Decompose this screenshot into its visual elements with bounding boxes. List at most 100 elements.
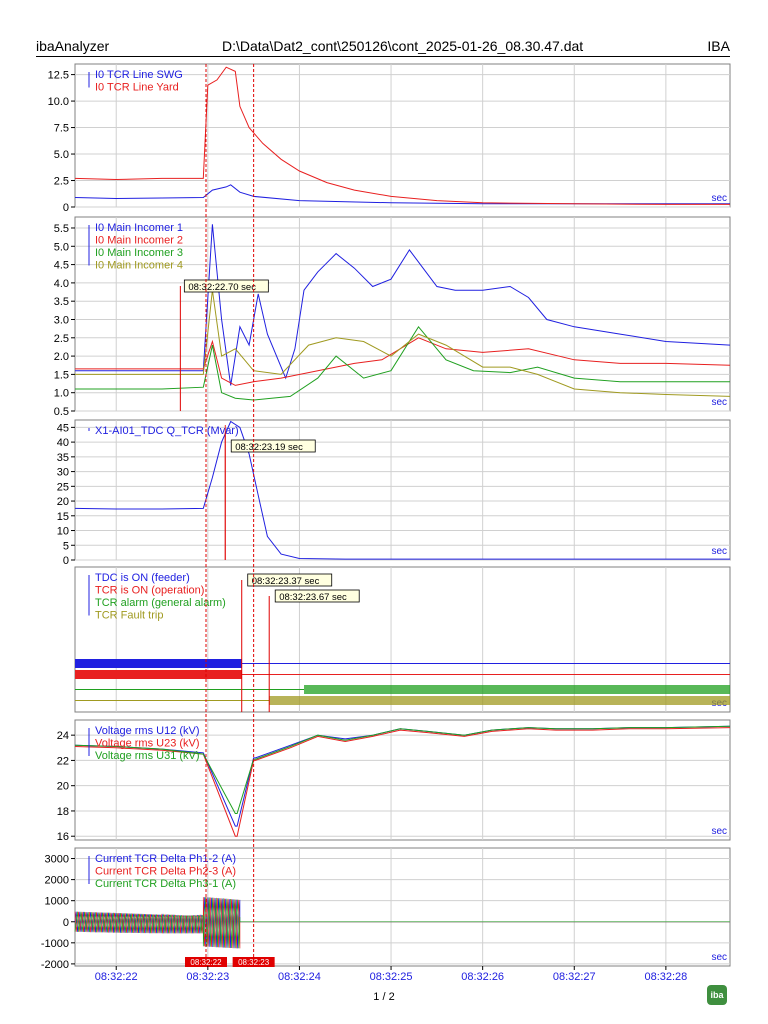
ytick-label: 4.5 <box>54 260 69 272</box>
ytick-label: 15 <box>57 511 69 523</box>
legend-entry: I0 TCR Line Yard <box>95 82 179 94</box>
ytick-label: -2000 <box>41 959 69 971</box>
legend-entry: I0 Main Incomer 3 <box>95 247 183 259</box>
ytick-label: 1000 <box>45 896 69 908</box>
annotation-box <box>247 573 333 587</box>
annotation-box <box>183 279 269 293</box>
legend-entry: I0 Main Incomer 1 <box>95 222 183 234</box>
series-line <box>74 184 730 205</box>
ytick-label: 0 <box>63 917 69 929</box>
ytick-label: -1000 <box>41 938 69 950</box>
series-line <box>75 325 730 401</box>
ytick-label: 4.0 <box>54 278 69 290</box>
xtick-label: 08:32:23 <box>186 971 229 983</box>
ytick-label: 5.0 <box>54 149 69 161</box>
state-bar-on <box>304 685 730 694</box>
ytick-label: 2.5 <box>54 176 69 188</box>
panel-frame <box>74 719 731 841</box>
panel-frame <box>74 566 731 713</box>
app-title: ibaAnalyzer <box>36 38 110 54</box>
ytick-label: 5.5 <box>54 223 69 235</box>
ytick-label: 25 <box>57 481 69 493</box>
legend-entry: Voltage rms U12 (kV) <box>95 725 200 737</box>
ytick-label: 22 <box>57 755 69 767</box>
ytick-label: 0 <box>63 202 69 214</box>
annotation-label: 08:32:22.70 sec <box>188 282 256 293</box>
series-line <box>75 290 731 397</box>
ytick-label: 7.5 <box>54 123 69 135</box>
time-marker-label: 08:32:23 <box>238 958 270 967</box>
ytick-label: 3000 <box>45 854 69 866</box>
series-line <box>74 420 730 560</box>
unit-label: sec <box>711 397 727 408</box>
ytick-label: 1.5 <box>54 369 69 381</box>
time-marker-tag <box>185 957 227 967</box>
xtick-label: 08:32:26 <box>461 971 504 983</box>
ytick-label: 3.5 <box>54 296 69 308</box>
ytick-label: 2000 <box>45 875 69 887</box>
ytick-label: 20 <box>57 496 69 508</box>
ytick-label: 10.0 <box>48 96 69 108</box>
legend-entry: Voltage rms U31 (kV) <box>95 750 200 762</box>
ytick-label: 3.0 <box>54 314 69 326</box>
ytick-label: 35 <box>57 452 69 464</box>
ytick-label: 0 <box>63 555 69 567</box>
series-line <box>74 727 731 837</box>
state-bar-on <box>269 696 730 705</box>
series-line <box>75 337 731 386</box>
legend-entry: TDC is ON (feeder) <box>95 572 190 584</box>
ytick-label: 20 <box>57 781 69 793</box>
xtick-label: 08:32:25 <box>370 971 413 983</box>
annotation-label: 08:32:23.37 sec <box>252 576 320 587</box>
time-marker-tag <box>232 957 275 967</box>
file-path: D:\Data\Dat2_cont\250126\cont_2025-01-26… <box>222 38 584 54</box>
annotation-box <box>230 439 316 453</box>
xtick-label: 08:32:22 <box>95 971 138 983</box>
annotation-box <box>274 589 360 603</box>
ytick-label: 18 <box>57 806 69 818</box>
panel-frame <box>74 419 731 561</box>
xtick-label: 08:32:27 <box>553 971 596 983</box>
unit-label: sec <box>711 193 727 204</box>
ytick-label: 45 <box>57 422 69 434</box>
legend-entry: TCR alarm (general alarm) <box>95 597 226 609</box>
ytick-label: 30 <box>57 467 69 479</box>
ytick-label: 24 <box>57 730 69 742</box>
unit-label: sec <box>711 952 727 963</box>
legend-entry: Current TCR Delta Ph3-1 (A) <box>95 878 236 890</box>
state-bar-on <box>75 659 242 668</box>
legend-entry: X1-AI01_TDC Q_TCR (Mvar) <box>95 425 239 437</box>
legend-entry: I0 TCR Line SWG <box>95 69 183 81</box>
series-line <box>75 224 731 386</box>
ytick-label: 1.0 <box>54 388 69 400</box>
legend-entry: TCR Fault trip <box>95 610 163 622</box>
series-line <box>74 897 730 949</box>
series-line <box>74 66 730 205</box>
ytick-label: 2.0 <box>54 351 69 363</box>
series-line <box>74 897 730 949</box>
legend-entry: TCR is ON (operation) <box>95 585 204 597</box>
ytick-label: 40 <box>57 437 69 449</box>
state-bar-on <box>75 670 242 679</box>
unit-label: sec <box>711 546 727 557</box>
annotation-label: 08:32:23.19 sec <box>235 442 303 453</box>
ytick-label: 0.5 <box>54 406 69 418</box>
ytick-label: 10 <box>57 526 69 538</box>
legend-entry: I0 Main Incomer 4 <box>95 260 183 272</box>
xtick-label: 08:32:28 <box>644 971 687 983</box>
legend-entry: Current TCR Delta Ph2-3 (A) <box>95 866 236 878</box>
annotation-label: 08:32:23.67 sec <box>279 592 347 603</box>
legend-entry: I0 Main Incomer 2 <box>95 235 183 247</box>
header-rule <box>36 56 730 57</box>
legend-entry: Current TCR Delta Ph1-2 (A) <box>95 853 236 865</box>
time-marker-label: 08:32:22 <box>190 958 222 967</box>
ytick-label: 2.5 <box>54 333 69 345</box>
ytick-label: 5.0 <box>54 241 69 253</box>
brand-label: IBA <box>707 38 730 54</box>
unit-label: sec <box>711 826 727 837</box>
page-number: 1 / 2 <box>373 991 395 1003</box>
series-line <box>74 725 731 814</box>
current-waveforms <box>74 897 730 949</box>
iba-logo: iba <box>707 985 727 1005</box>
